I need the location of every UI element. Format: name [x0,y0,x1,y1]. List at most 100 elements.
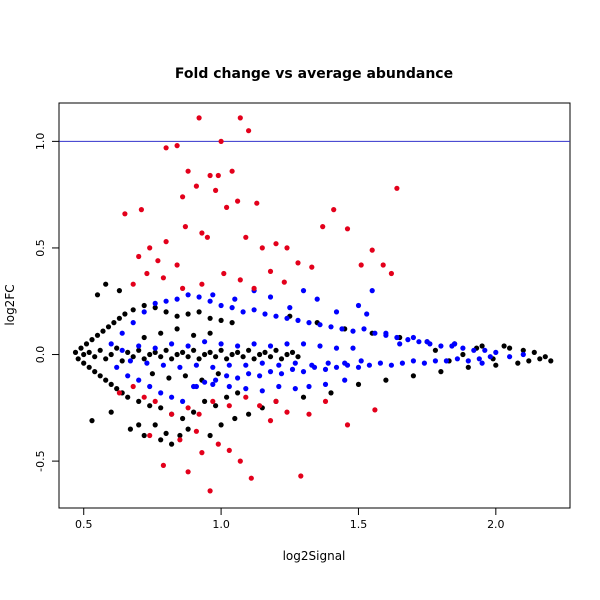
data-point [163,309,169,315]
data-point [160,362,166,368]
data-point [213,403,219,409]
data-point [147,351,153,358]
data-point [127,426,133,432]
data-point [251,285,257,291]
data-point [460,351,466,358]
y-axis: -0.5 0.0 0.5 1.0 [34,133,60,472]
data-point [267,268,274,274]
data-point [364,311,370,317]
data-point [130,383,136,390]
data-point [424,339,430,345]
data-point [284,315,290,321]
data-point [355,364,362,370]
data-point [383,330,389,336]
data-point [158,437,164,443]
data-point [218,422,224,428]
data-point [267,294,274,300]
data-point [158,354,164,360]
data-point [103,281,109,287]
data-point [218,341,224,347]
data-point [526,358,532,364]
data-point [229,320,235,326]
data-point [213,377,219,383]
data-point [180,349,186,355]
data-point [152,345,158,351]
data-point [218,138,224,144]
data-point [185,343,191,349]
data-point [177,432,183,439]
data-point [460,345,466,351]
data-point [284,351,290,358]
data-point [141,356,147,362]
data-point [289,349,296,355]
data-point [185,292,191,298]
x-tick-label: 2.0 [487,518,505,531]
data-point [116,390,122,396]
data-point [432,347,438,353]
data-point [210,364,216,370]
data-point [278,371,285,377]
data-point [193,183,199,189]
data-point [136,422,142,428]
data-point [328,390,334,396]
data-point [394,185,400,191]
data-point [235,375,241,381]
data-point [83,341,90,347]
data-point [94,292,101,298]
data-point [78,345,84,351]
data-point [215,371,221,377]
data-point [507,354,513,360]
data-point [410,373,416,379]
data-point [262,349,268,355]
data-point [210,381,216,387]
data-point [226,447,232,453]
data-point [388,362,394,368]
data-point [207,432,213,439]
data-point [438,343,444,349]
data-point [207,298,213,304]
data-point [287,305,293,311]
data-point [358,358,364,364]
data-point [487,354,493,360]
data-point [224,394,230,400]
data-point [207,172,213,179]
data-point [322,381,329,387]
data-point [243,394,249,400]
data-point [410,358,416,364]
data-point [169,356,175,362]
data-point [267,369,274,375]
data-point [160,462,166,468]
data-point [520,347,526,353]
data-point [251,356,257,362]
data-point [267,354,274,360]
data-point [232,296,238,302]
data-point [130,307,136,313]
data-point [377,360,383,366]
data-point [185,354,191,360]
data-point [237,458,243,464]
data-point [306,320,312,326]
data-point [108,341,114,347]
data-point [314,296,320,302]
data-point [320,224,326,230]
data-point [177,364,183,370]
data-point [333,309,340,315]
x-axis: 0.5 1.0 1.5 2.0 [75,507,505,531]
data-point [226,383,232,390]
data-point [226,362,232,368]
data-point [372,330,378,336]
data-point [193,362,199,368]
data-point [438,369,444,375]
y-axis-label: log2FC [3,284,17,325]
data-point [259,245,265,251]
data-point [537,356,543,362]
data-point [81,360,87,366]
data-point [276,362,282,368]
data-point [163,239,169,245]
data-point [136,398,142,404]
data-point [295,260,301,266]
data-point [246,128,252,134]
data-point [185,311,191,317]
data-point [196,115,202,121]
